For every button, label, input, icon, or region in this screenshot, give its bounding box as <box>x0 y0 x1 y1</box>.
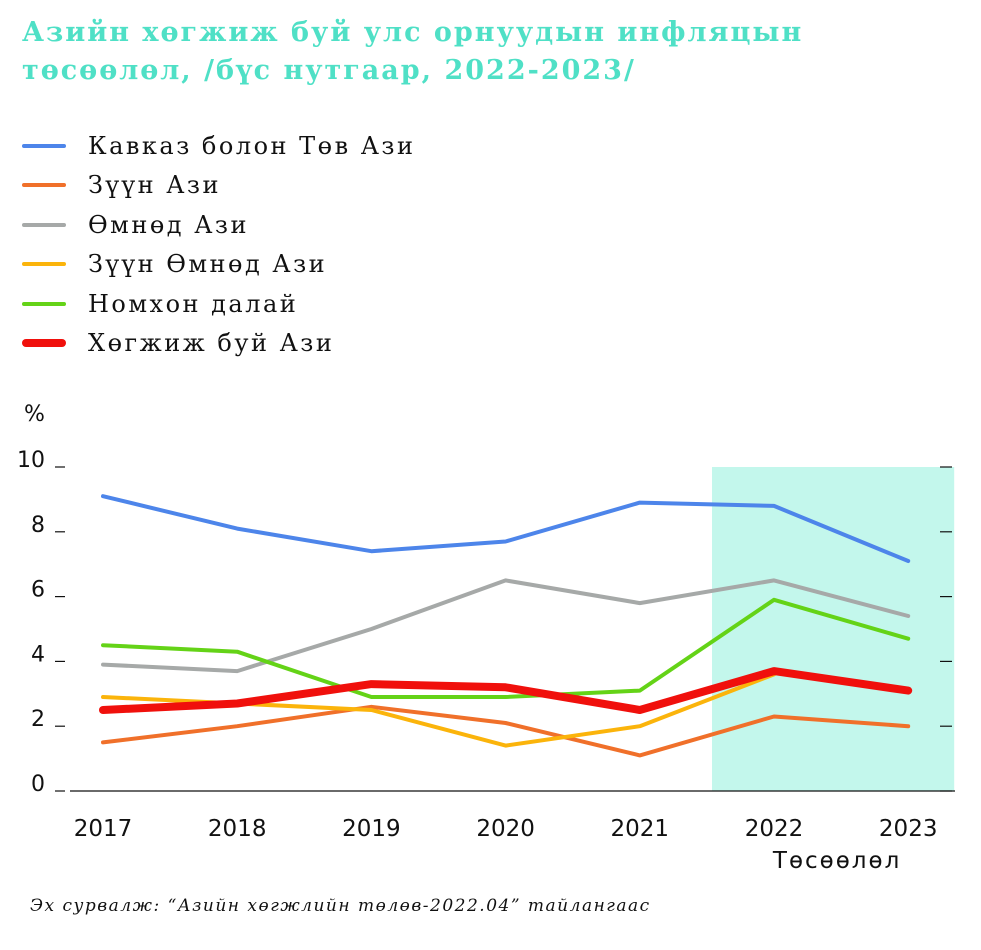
series-line <box>101 597 911 699</box>
series-line <box>101 578 911 674</box>
legend-item: Зүүн Ази <box>22 166 722 206</box>
chart-title-line2: төсөөлөл, /бүс нутгаар, 2022-2023/ <box>22 55 636 86</box>
y-tick-label: 0 <box>31 772 45 797</box>
legend-item: Хөгжиж буй Ази <box>22 324 722 364</box>
x-tick-label: 2023 <box>879 816 938 842</box>
legend-label: Кавказ болон Төв Ази <box>88 131 416 160</box>
y-tick-label: 2 <box>31 707 45 732</box>
series-line <box>101 704 911 758</box>
y-axis-unit: % <box>24 402 45 427</box>
chart-title-line1: Азийн хөгжиж буй улс орнуудын инфляцын <box>22 17 804 48</box>
legend-swatch <box>22 222 66 227</box>
legend-item: Зүүн Өмнөд Ази <box>22 245 722 285</box>
chart-legend: Кавказ болон Төв Ази Зүүн Ази Өмнөд Ази Зүү… <box>22 126 722 363</box>
x-tick-label: 2022 <box>745 816 804 842</box>
x-tick-label: 2018 <box>208 816 267 842</box>
x-tick-label: 2020 <box>476 816 535 842</box>
legend-item: Номхон далай <box>22 284 722 324</box>
legend-swatch <box>22 183 66 188</box>
line-chart: % 0 2 4 6 8 10 2017 2018 2019 2020 2021 2022 2023 Төсө… <box>17 402 955 874</box>
series-line <box>99 667 913 714</box>
legend-label: Зүүн Ази <box>88 171 221 200</box>
legend-label: Хөгжиж буй Ази <box>88 329 335 358</box>
series-line <box>101 494 911 563</box>
y-tick-label: 4 <box>31 642 45 667</box>
forecast-region <box>712 467 955 791</box>
source-note: Эх сурвалж: “Азийн хөгжлийн төлөв-2022.0… <box>30 896 651 916</box>
x-tick-label: 2021 <box>611 816 670 842</box>
legend-item: Кавказ болон Төв Ази <box>22 126 722 166</box>
legend-item: Өмнөд Ази <box>22 205 722 245</box>
legend-label: Номхон далай <box>88 289 299 318</box>
legend-label: Өмнөд Ази <box>88 210 249 239</box>
legend-swatch <box>22 143 66 148</box>
x-tick-label: 2019 <box>342 816 401 842</box>
legend-swatch <box>22 301 66 306</box>
legend-label: Зүүн Өмнөд Ази <box>88 250 328 279</box>
y-tick-label: 6 <box>31 578 45 603</box>
x-tick-label: 2017 <box>74 816 133 842</box>
legend-swatch <box>22 262 66 267</box>
y-tick-label: 8 <box>31 513 45 538</box>
y-tick-label: 10 <box>17 448 45 473</box>
chart-title: Азийн хөгжиж буй улс орнуудын инфляцын т… <box>22 14 922 90</box>
legend-swatch <box>22 339 66 348</box>
forecast-label: Төсөөлөл <box>772 848 901 874</box>
